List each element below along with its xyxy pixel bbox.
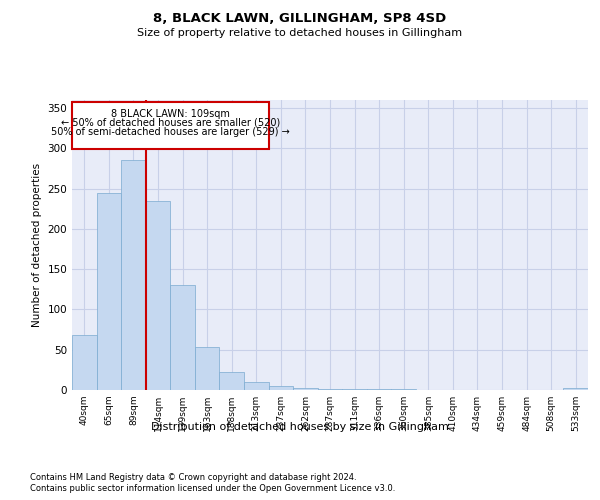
Text: Contains public sector information licensed under the Open Government Licence v3: Contains public sector information licen… — [30, 484, 395, 493]
Bar — [195, 348, 220, 390]
Bar — [342, 389, 367, 390]
Bar — [146, 200, 170, 390]
Bar — [72, 335, 97, 390]
Text: Distribution of detached houses by size in Gillingham: Distribution of detached houses by size … — [151, 422, 449, 432]
Text: Contains HM Land Registry data © Crown copyright and database right 2024.: Contains HM Land Registry data © Crown c… — [30, 472, 356, 482]
Bar — [244, 382, 269, 390]
Bar — [563, 388, 588, 390]
Text: Size of property relative to detached houses in Gillingham: Size of property relative to detached ho… — [137, 28, 463, 38]
Text: 8 BLACK LAWN: 109sqm: 8 BLACK LAWN: 109sqm — [111, 109, 230, 119]
Bar — [121, 160, 146, 390]
Text: 50% of semi-detached houses are larger (529) →: 50% of semi-detached houses are larger (… — [51, 126, 290, 136]
Bar — [220, 372, 244, 390]
Text: 8, BLACK LAWN, GILLINGHAM, SP8 4SD: 8, BLACK LAWN, GILLINGHAM, SP8 4SD — [154, 12, 446, 26]
Bar — [391, 389, 416, 390]
Bar — [293, 388, 318, 390]
Bar — [318, 389, 342, 390]
FancyBboxPatch shape — [73, 102, 269, 149]
Bar — [269, 386, 293, 390]
Bar — [97, 192, 121, 390]
Bar — [367, 389, 391, 390]
Y-axis label: Number of detached properties: Number of detached properties — [32, 163, 42, 327]
Bar — [170, 286, 195, 390]
Text: ← 50% of detached houses are smaller (520): ← 50% of detached houses are smaller (52… — [61, 118, 280, 128]
